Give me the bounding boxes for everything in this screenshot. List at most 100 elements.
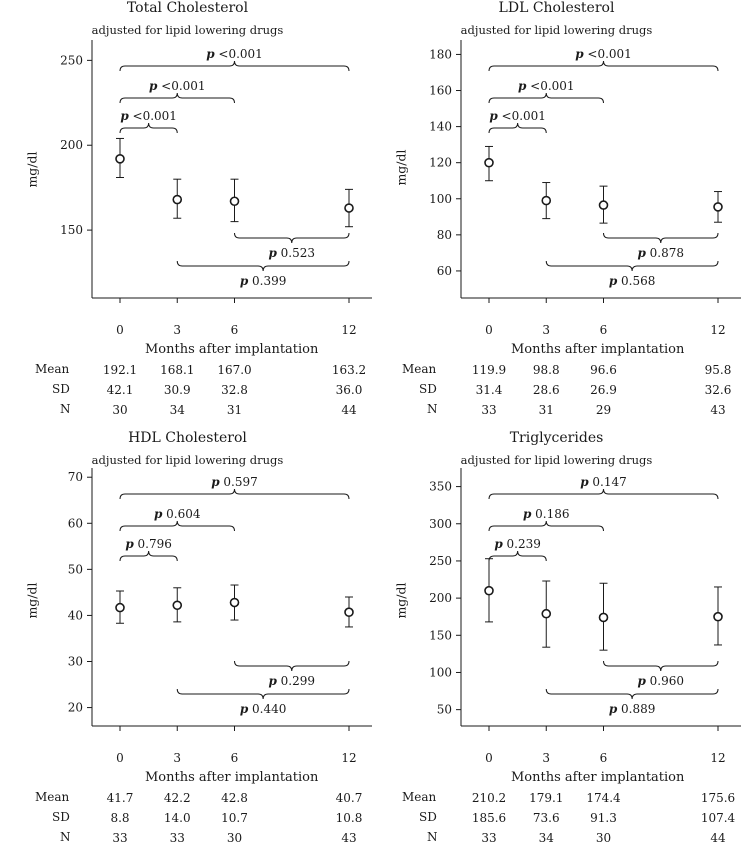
y-tick-label: 60 xyxy=(68,516,83,530)
x-tick-label: 0 xyxy=(485,751,493,765)
y-tick-label: 40 xyxy=(68,608,83,622)
y-tick-label: 140 xyxy=(429,120,452,134)
x-tick-label: 3 xyxy=(542,323,550,337)
table-row-label-n: N xyxy=(427,830,438,844)
chart-svg: 50 100 150 200 250 300 350 0 3 6 12 p 0.147 p 0.186 p… xyxy=(429,468,741,845)
table-cell-mean: 167.0 xyxy=(217,363,251,377)
p-value-label: p 0.440 xyxy=(240,702,287,716)
x-tick-label: 6 xyxy=(600,323,608,337)
table-cell-sd: 26.9 xyxy=(590,383,617,397)
comparison-bracket xyxy=(176,260,350,272)
table-row-label-sd: SD xyxy=(419,382,437,396)
y-tick-label: 150 xyxy=(429,628,452,642)
data-point xyxy=(484,157,494,168)
x-tick-label: 12 xyxy=(710,751,725,765)
chart-svg: 20 30 40 50 60 70 0 3 6 12 p 0.597 p 0.604 p 0.796 p … xyxy=(68,468,372,845)
comparison-bracket xyxy=(545,260,719,272)
data-point xyxy=(172,600,183,611)
y-tick-label: 120 xyxy=(429,156,452,170)
chart-subtitle: adjusted for lipid lowering drugs xyxy=(91,23,284,37)
p-value-label: p <0.001 xyxy=(489,109,546,123)
comparison-bracket xyxy=(176,688,350,700)
table-row-label-mean: Mean xyxy=(35,790,70,804)
comparison-bracket xyxy=(119,60,350,72)
table-cell-sd: 28.6 xyxy=(533,383,560,397)
p-value-label: p 0.597 xyxy=(211,475,258,489)
table-cell-n: 31 xyxy=(227,403,242,417)
comparison-bracket xyxy=(119,122,178,134)
table-cell-sd: 42.1 xyxy=(107,383,134,397)
table-cell-mean: 192.1 xyxy=(103,363,137,377)
x-axis-label: Months after implantation xyxy=(511,770,685,785)
p-value-label: p <0.001 xyxy=(575,47,632,61)
x-tick-label: 12 xyxy=(341,751,356,765)
table-cell-mean: 96.6 xyxy=(590,363,617,377)
table-cell-mean: 175.6 xyxy=(701,791,735,805)
x-axis-label: Months after implantation xyxy=(511,342,685,357)
table-row-label-mean: Mean xyxy=(35,362,70,376)
y-tick-label: 350 xyxy=(429,480,452,494)
data-point xyxy=(598,612,609,623)
y-tick-label: 70 xyxy=(68,470,83,484)
table-cell-n: 31 xyxy=(539,403,554,417)
p-value-label: p 0.147 xyxy=(580,475,627,489)
p-value-label: p 0.604 xyxy=(154,507,201,521)
x-tick-label: 6 xyxy=(600,751,608,765)
comparison-bracket xyxy=(488,60,719,72)
comparison-bracket xyxy=(545,688,719,700)
data-point xyxy=(229,196,240,207)
y-tick-label: 180 xyxy=(429,47,452,61)
chart-panel-ldl-cholesterol: LDL Cholesterol adjusted for lipid lower… xyxy=(369,0,744,428)
p-value-label: p <0.001 xyxy=(149,79,206,93)
table-cell-mean: 41.7 xyxy=(107,791,134,805)
y-tick-label: 300 xyxy=(429,517,452,531)
y-tick-label: 160 xyxy=(429,84,452,98)
table-row-label-sd: SD xyxy=(52,810,70,824)
x-axis-label: Months after implantation xyxy=(145,342,319,357)
chart-subtitle: adjusted for lipid lowering drugs xyxy=(91,453,284,467)
table-row-label-sd: SD xyxy=(419,810,437,824)
x-tick-label: 0 xyxy=(485,323,493,337)
data-point xyxy=(115,602,125,613)
table-row-label-n: N xyxy=(60,830,71,844)
table-cell-mean: 168.1 xyxy=(160,363,194,377)
table-cell-sd: 36.0 xyxy=(336,383,363,397)
data-point xyxy=(344,203,354,213)
table-cell-mean: 42.8 xyxy=(221,791,248,805)
table-cell-sd: 91.3 xyxy=(590,811,617,825)
table-row-label-n: N xyxy=(60,402,71,416)
table-cell-sd: 32.8 xyxy=(221,383,248,397)
table-row-label-mean: Mean xyxy=(402,362,437,376)
comparison-bracket xyxy=(234,660,350,672)
comparison-bracket xyxy=(119,488,350,500)
y-tick-label: 50 xyxy=(68,562,83,576)
x-tick-label: 3 xyxy=(173,323,181,337)
table-cell-sd: 107.4 xyxy=(701,811,736,825)
p-value-label: p 0.796 xyxy=(125,537,172,551)
x-tick-label: 6 xyxy=(231,751,239,765)
table-cell-mean: 179.1 xyxy=(529,791,563,805)
p-value-label: p <0.001 xyxy=(518,79,575,93)
x-tick-label: 0 xyxy=(116,323,124,337)
y-tick-label: 200 xyxy=(60,138,83,152)
p-value-label: p 0.568 xyxy=(609,274,656,288)
table-cell-mean: 174.4 xyxy=(586,791,621,805)
p-value-label: p 0.523 xyxy=(268,246,315,260)
comparison-bracket xyxy=(488,122,547,134)
y-tick-label: 60 xyxy=(437,264,452,278)
data-point xyxy=(229,597,240,608)
table-cell-n: 34 xyxy=(539,831,555,845)
table-cell-n: 33 xyxy=(170,831,185,845)
y-tick-label: 30 xyxy=(68,655,83,669)
table-cell-n: 34 xyxy=(170,403,186,417)
table-cell-mean: 210.2 xyxy=(472,791,506,805)
p-value-label: p 0.889 xyxy=(609,702,656,716)
table-cell-n: 33 xyxy=(481,831,496,845)
table-row-label-sd: SD xyxy=(52,382,70,396)
table-cell-n: 33 xyxy=(112,831,127,845)
chart-title: Triglycerides xyxy=(509,430,604,446)
table-cell-n: 44 xyxy=(710,831,726,845)
table-cell-n: 44 xyxy=(341,403,357,417)
chart-subtitle: adjusted for lipid lowering drugs xyxy=(460,453,653,467)
table-cell-n: 29 xyxy=(596,403,611,417)
